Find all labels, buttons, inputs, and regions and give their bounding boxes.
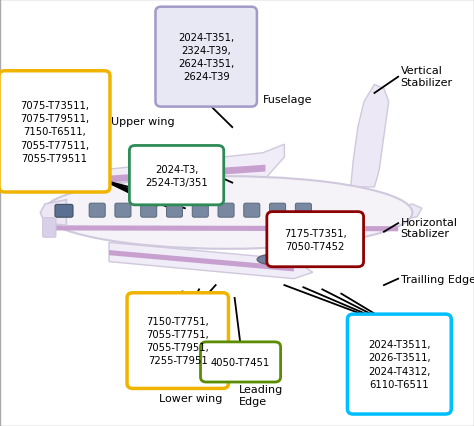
Text: Upper wing: Upper wing [111, 116, 175, 127]
Text: 7150-T7751,
7055-T7751,
7055-T7951,
7255-T7951: 7150-T7751, 7055-T7751, 7055-T7951, 7255… [146, 316, 209, 366]
FancyBboxPatch shape [115, 204, 131, 218]
Ellipse shape [43, 177, 412, 249]
FancyBboxPatch shape [127, 293, 228, 389]
FancyBboxPatch shape [129, 146, 224, 205]
Text: 2024-T351,
2324-T39,
2624-T351,
2624-T39: 2024-T351, 2324-T39, 2624-T351, 2624-T39 [178, 33, 234, 82]
Polygon shape [109, 243, 313, 279]
Text: 7175-T7351,
7050-T7452: 7175-T7351, 7050-T7452 [284, 228, 346, 251]
FancyBboxPatch shape [244, 204, 260, 218]
Text: Fuselage: Fuselage [263, 95, 312, 105]
Polygon shape [351, 85, 389, 187]
FancyBboxPatch shape [201, 342, 281, 382]
FancyBboxPatch shape [347, 314, 451, 414]
FancyBboxPatch shape [0, 72, 110, 193]
Polygon shape [95, 145, 284, 192]
FancyBboxPatch shape [166, 204, 182, 218]
Text: Horizontal
Stablizer: Horizontal Stablizer [401, 217, 457, 239]
Text: Lower wing: Lower wing [159, 393, 222, 403]
Text: Leading
Edge: Leading Edge [239, 385, 283, 406]
Text: 4050-T7451: 4050-T7451 [211, 357, 270, 367]
Text: Vertical
Stabilizer: Vertical Stabilizer [401, 66, 453, 87]
FancyBboxPatch shape [55, 205, 73, 218]
Polygon shape [43, 226, 398, 232]
Ellipse shape [168, 176, 211, 188]
Text: 2024-T3511,
2026-T3511,
2024-T4312,
6110-T6511: 2024-T3511, 2026-T3511, 2024-T4312, 6110… [368, 340, 431, 389]
Text: Trailling Edge: Trailling Edge [401, 274, 474, 284]
Text: 7075-T73511,
7075-T79511,
7150-T6511,
7055-T77511,
7055-T79511: 7075-T73511, 7075-T79511, 7150-T6511, 70… [20, 101, 89, 164]
FancyBboxPatch shape [155, 8, 257, 107]
Ellipse shape [257, 254, 292, 265]
FancyBboxPatch shape [267, 212, 364, 267]
Ellipse shape [207, 176, 215, 189]
Text: 2024-T3,
2524-T3/351: 2024-T3, 2524-T3/351 [145, 164, 208, 187]
Polygon shape [95, 165, 265, 184]
Ellipse shape [290, 254, 298, 265]
Polygon shape [356, 210, 412, 218]
FancyBboxPatch shape [43, 218, 56, 238]
FancyBboxPatch shape [89, 204, 105, 218]
Polygon shape [109, 250, 294, 272]
FancyBboxPatch shape [270, 204, 286, 218]
FancyBboxPatch shape [192, 204, 209, 218]
Polygon shape [40, 200, 66, 226]
Polygon shape [356, 204, 422, 224]
FancyBboxPatch shape [141, 204, 157, 218]
FancyBboxPatch shape [218, 204, 234, 218]
FancyBboxPatch shape [295, 204, 311, 218]
